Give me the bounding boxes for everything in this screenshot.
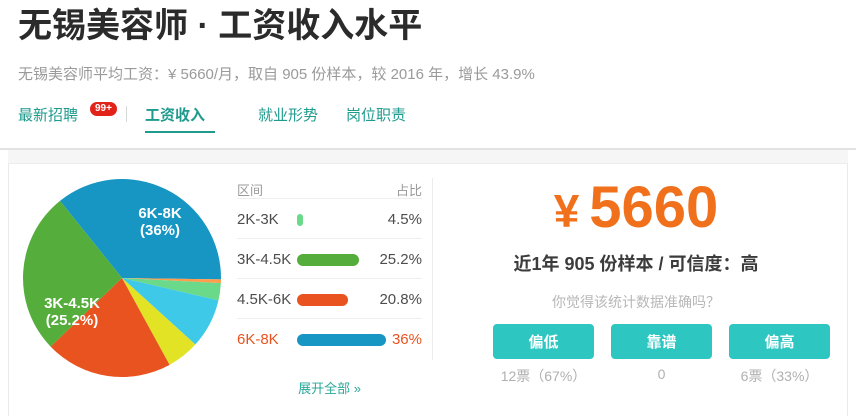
svg-text:3K-4.5K(25.2%): 3K-4.5K (25.2%) — [44, 295, 100, 329]
svg-text:6K-8K(36%): 6K-8K (36%) — [138, 205, 182, 239]
